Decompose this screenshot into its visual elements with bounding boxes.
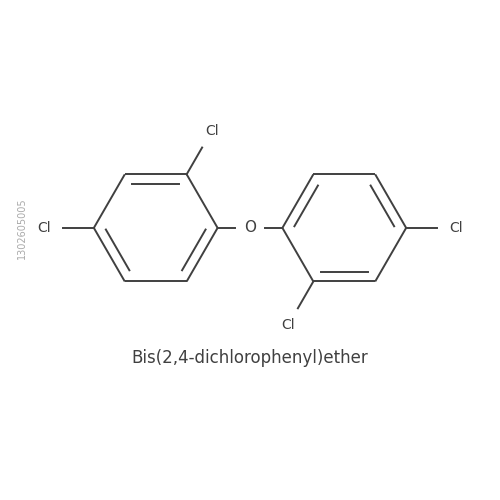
Text: Cl: Cl [450, 221, 463, 235]
Text: 1302605005: 1302605005 [16, 197, 26, 258]
Text: Cl: Cl [205, 124, 218, 138]
Text: O: O [244, 220, 256, 236]
Text: Bis(2,4-dichlorophenyl)ether: Bis(2,4-dichlorophenyl)ether [132, 348, 368, 366]
Text: Cl: Cl [37, 221, 51, 235]
Text: Cl: Cl [282, 318, 295, 332]
